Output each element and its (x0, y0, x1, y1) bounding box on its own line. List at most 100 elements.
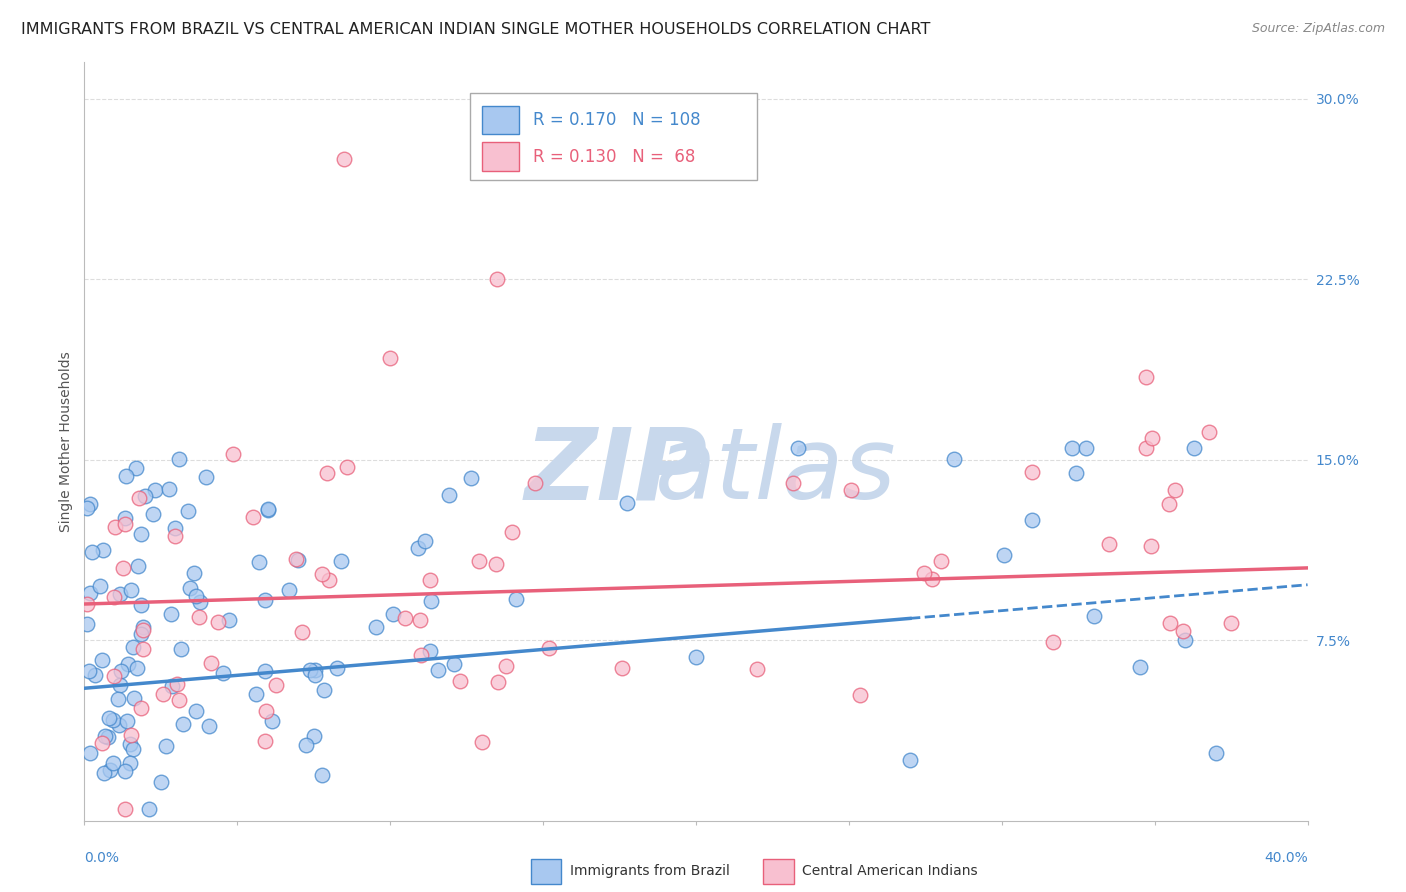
Point (242, 510, 264, 524)
Point (120, 583, 142, 598)
Point (685, 650, 707, 665)
Point (460, 471, 482, 485)
Point (1220, 616, 1243, 631)
Point (943, 452, 966, 467)
Text: IMMIGRANTS FROM BRAZIL VS CENTRAL AMERICAN INDIAN SINGLE MOTHER HOUSEHOLDS CORRE: IMMIGRANTS FROM BRAZIL VS CENTRAL AMERIC… (21, 22, 931, 37)
Point (443, 657, 465, 672)
Point (336, 459, 359, 474)
Point (122, 691, 145, 706)
Point (616, 496, 638, 510)
Point (143, 483, 166, 497)
Point (157, 483, 180, 497)
Point (125, 461, 148, 475)
Point (1098, 537, 1121, 551)
Point (134, 489, 156, 503)
Y-axis label: Single Mother Households: Single Mother Households (59, 351, 73, 532)
Point (187, 609, 209, 624)
Point (929, 554, 952, 568)
Point (409, 648, 432, 663)
Point (1159, 616, 1181, 631)
Point (318, 573, 340, 587)
Point (79, 585, 101, 599)
Point (1021, 513, 1043, 527)
Point (104, 520, 127, 534)
Point (76, 597, 98, 611)
Point (127, 559, 149, 574)
Point (537, 640, 560, 655)
Point (1140, 431, 1163, 445)
Point (176, 504, 198, 518)
Point (420, 594, 443, 608)
Point (291, 624, 314, 639)
Point (1205, 746, 1227, 760)
Point (260, 714, 283, 728)
Point (449, 673, 471, 688)
Text: atlas: atlas (655, 424, 896, 520)
FancyBboxPatch shape (482, 105, 519, 135)
Point (304, 668, 326, 682)
Point (108, 678, 131, 692)
Point (120, 728, 142, 742)
Point (253, 733, 276, 747)
Point (612, 661, 634, 675)
Point (747, 662, 769, 676)
Text: ZIP: ZIP (524, 424, 709, 520)
Point (419, 643, 441, 657)
Point (254, 704, 277, 718)
Point (287, 553, 309, 567)
Point (333, 152, 356, 166)
Point (298, 663, 321, 677)
Point (285, 552, 308, 566)
Point (108, 587, 131, 601)
Point (200, 656, 222, 670)
Point (98, 764, 121, 778)
Point (97, 731, 120, 745)
Point (183, 566, 205, 580)
Point (90, 653, 112, 667)
Point (94, 729, 117, 743)
Point (77, 664, 100, 678)
Point (898, 754, 921, 768)
Point (1083, 609, 1105, 624)
Point (786, 441, 808, 455)
Point (166, 676, 188, 690)
Point (132, 642, 155, 657)
Point (129, 701, 152, 715)
Point (380, 351, 402, 366)
Point (150, 775, 173, 789)
Point (160, 607, 183, 621)
Point (1042, 635, 1064, 649)
Point (103, 669, 125, 683)
Text: Central American Indians: Central American Indians (803, 864, 979, 879)
Point (218, 614, 240, 628)
Point (84, 668, 107, 682)
Point (1174, 633, 1197, 648)
Point (101, 713, 124, 727)
Point (207, 615, 229, 630)
Point (849, 688, 872, 702)
Point (486, 674, 509, 689)
Point (839, 483, 862, 497)
Point (120, 737, 142, 751)
Point (129, 527, 152, 541)
Point (1062, 441, 1084, 455)
Point (76, 616, 98, 631)
Text: 40.0%: 40.0% (1264, 851, 1308, 865)
Point (167, 451, 190, 466)
Point (163, 529, 186, 543)
Point (247, 556, 270, 570)
Point (110, 665, 132, 679)
Point (122, 640, 145, 655)
FancyBboxPatch shape (763, 859, 794, 884)
Point (132, 623, 155, 637)
Point (198, 719, 221, 733)
Point (108, 717, 131, 731)
Point (114, 516, 136, 531)
Point (107, 691, 129, 706)
Point (484, 558, 506, 572)
Point (311, 567, 333, 582)
FancyBboxPatch shape (531, 859, 561, 884)
Point (93, 765, 115, 780)
FancyBboxPatch shape (482, 142, 519, 171)
Point (127, 661, 149, 675)
